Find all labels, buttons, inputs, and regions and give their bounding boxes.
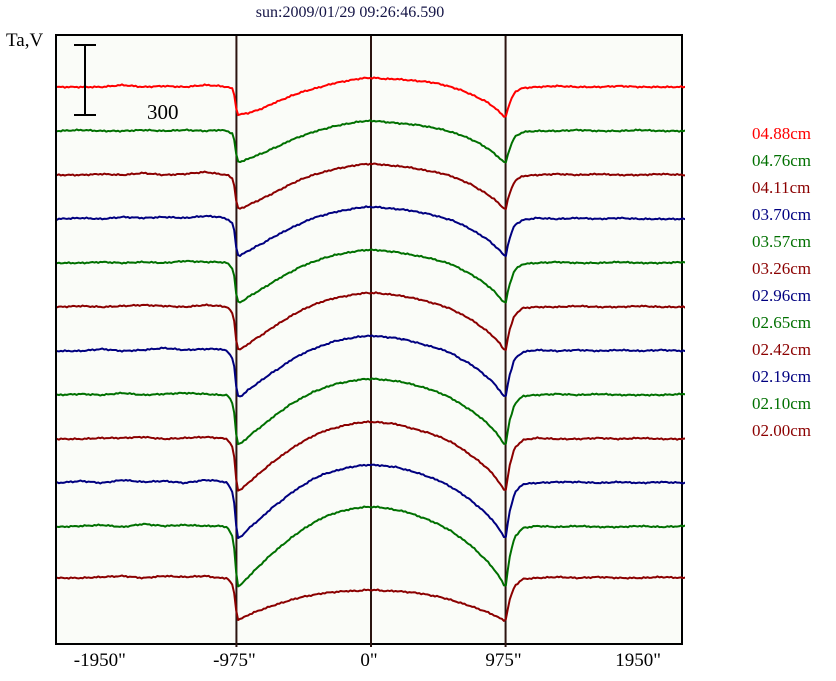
plot-area xyxy=(55,34,685,647)
x-tick-label: 0" xyxy=(360,650,378,671)
trace-02.00cm xyxy=(57,574,685,622)
trace-03.70cm xyxy=(57,205,685,258)
trace-02.42cm xyxy=(57,420,685,492)
trace-04.88cm xyxy=(57,76,685,118)
legend-item: 02.19cm xyxy=(752,367,812,386)
legend-item: 02.42cm xyxy=(752,340,812,359)
x-axis-tick-labels: -1950" -975" 0" 975" 1950" xyxy=(0,650,740,680)
legend-item: 03.26cm xyxy=(752,259,812,278)
legend-item: 04.11cm xyxy=(752,178,811,197)
y-axis-label: Ta,V xyxy=(6,30,44,51)
x-tick-label: 1950" xyxy=(615,650,662,671)
trace-02.96cm xyxy=(57,334,685,398)
legend-item: 02.00cm xyxy=(752,421,812,440)
trace-03.57cm xyxy=(57,248,685,304)
legend-item: 03.70cm xyxy=(752,205,812,224)
legend-item: 02.65cm xyxy=(752,313,812,332)
traces-canvas xyxy=(57,36,685,647)
trace-03.26cm xyxy=(57,291,685,351)
page-title: sun:2009/01/29 09:26:46.590 xyxy=(255,4,445,21)
legend-item: 02.10cm xyxy=(752,394,812,413)
trace-04.76cm xyxy=(57,119,685,164)
trace-02.10cm xyxy=(57,505,685,588)
x-tick-label: -1950" xyxy=(73,650,126,671)
x-tick-label: 975" xyxy=(485,650,522,671)
legend-item: 02.96cm xyxy=(752,286,812,305)
legend-item: 03.57cm xyxy=(752,232,812,251)
legend-item: 04.76cm xyxy=(752,151,812,170)
legend: 04.88cm 04.76cm 04.11cm 03.70cm 03.57cm 03.26… xyxy=(752,120,836,444)
trace-02.19cm xyxy=(57,463,685,540)
x-tick-label: -975" xyxy=(213,650,256,671)
trace-04.11cm xyxy=(57,162,685,210)
vertical-gridlines xyxy=(235,36,507,647)
legend-item: 04.88cm xyxy=(752,124,812,143)
trace-02.65cm xyxy=(57,377,685,446)
trace-lines xyxy=(57,76,685,622)
